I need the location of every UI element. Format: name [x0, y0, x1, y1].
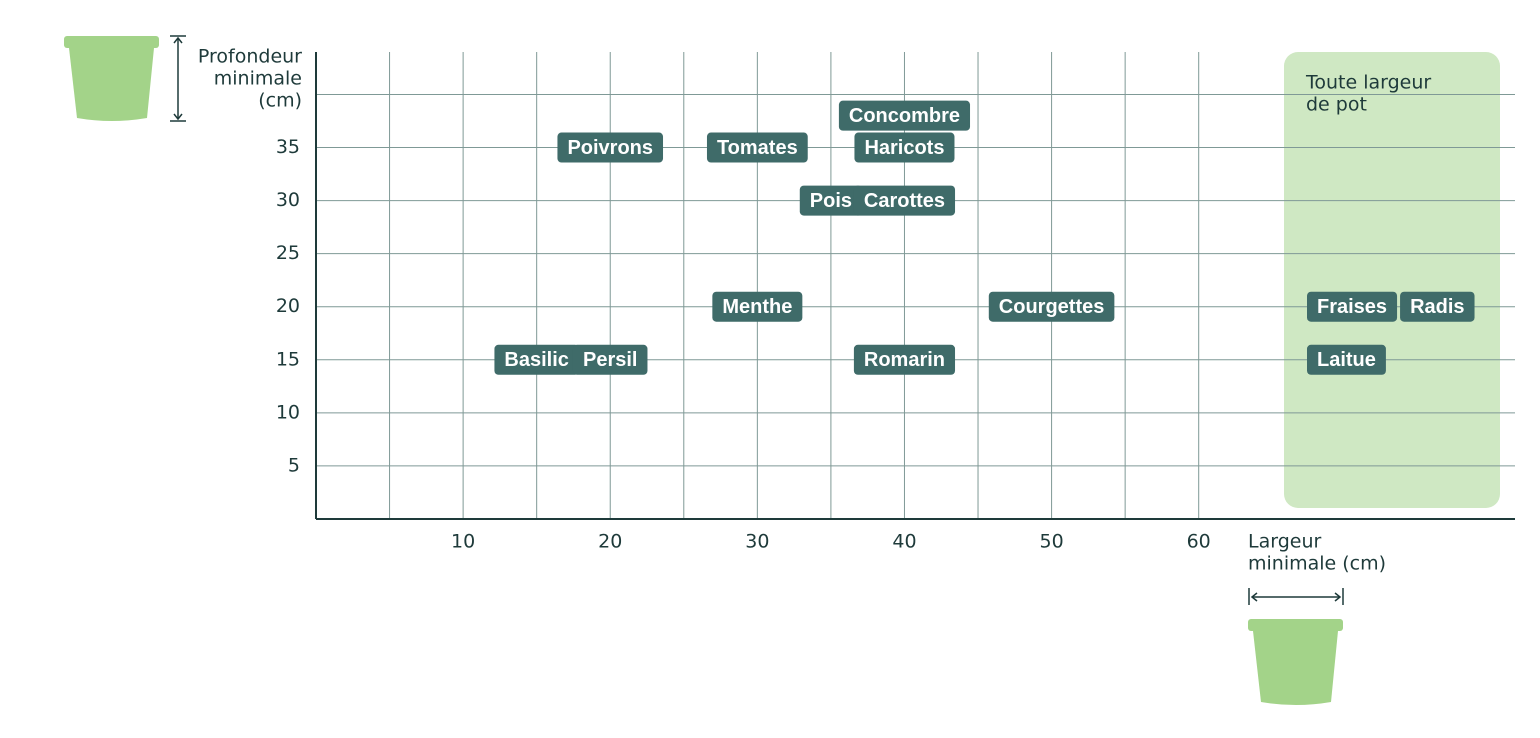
point-label: Persil	[572, 344, 648, 375]
point-label: Carottes	[853, 185, 956, 216]
point-text: Courgettes	[999, 296, 1105, 318]
pot-icon	[64, 36, 159, 121]
y-tick-label: 25	[276, 242, 300, 264]
point-box	[572, 344, 648, 375]
point-text: Carottes	[864, 190, 945, 212]
point-label: Fraises	[1307, 291, 1398, 322]
x-tick-label: 20	[598, 531, 622, 553]
y-tick-label: 30	[276, 189, 300, 211]
point-text: Fraises	[1317, 296, 1387, 318]
point-box	[854, 132, 955, 163]
point-label: Radis	[1400, 291, 1475, 322]
x-tick-label: 60	[1187, 531, 1211, 553]
x-axis-label: Largeur	[1248, 531, 1321, 553]
point-text: Poivrons	[567, 137, 653, 159]
y-axis-label: Profondeur	[198, 46, 302, 68]
point-label: Basilic	[494, 344, 579, 375]
point-box	[712, 291, 803, 322]
point-box	[706, 132, 808, 163]
x-tick-label: 10	[451, 531, 475, 553]
point-label: Laitue	[1307, 344, 1386, 375]
point-text: Radis	[1410, 296, 1464, 318]
region-label: de pot	[1306, 94, 1367, 116]
y-tick-label: 15	[276, 348, 300, 370]
point-text: Tomates	[717, 137, 798, 159]
point-label: Tomates	[706, 132, 808, 163]
point-label: Haricots	[854, 132, 955, 163]
y-axis-label: (cm)	[258, 90, 302, 112]
region-label: Toute largeur	[1305, 72, 1431, 94]
point-label: Poivrons	[557, 132, 664, 163]
any-width-region	[1284, 52, 1500, 508]
point-text: Laitue	[1317, 349, 1376, 371]
point-box	[853, 344, 956, 375]
depth-arrow	[170, 35, 186, 122]
point-text: Pois	[810, 190, 852, 212]
y-tick-label: 10	[276, 401, 300, 423]
point-box	[853, 185, 956, 216]
point-box	[838, 100, 971, 131]
point-text: Romarin	[864, 349, 945, 371]
point-text: Menthe	[722, 296, 792, 318]
point-box	[988, 291, 1115, 322]
point-label: Menthe	[712, 291, 803, 322]
x-tick-label: 30	[745, 531, 769, 553]
y-axis-label: minimale	[214, 68, 302, 90]
point-box	[1307, 344, 1386, 375]
point-box	[1307, 291, 1398, 322]
point-text: Persil	[583, 349, 637, 371]
y-tick-label: 5	[288, 454, 300, 476]
point-box	[494, 344, 579, 375]
point-text: Concombre	[849, 105, 960, 127]
point-box	[799, 185, 863, 216]
pot-icon	[1248, 619, 1343, 705]
y-tick-label: 20	[276, 295, 300, 317]
x-tick-label: 40	[892, 531, 916, 553]
point-label: Romarin	[853, 344, 956, 375]
x-tick-label: 50	[1039, 531, 1063, 553]
point-label: Concombre	[838, 100, 971, 131]
point-box	[557, 132, 664, 163]
y-tick-label: 35	[276, 136, 300, 158]
point-label: Pois	[799, 185, 863, 216]
point-box	[1400, 291, 1475, 322]
marks: Concombre Poivrons Tomates Haricots Pois Caro…	[494, 100, 1475, 375]
width-arrow	[1248, 588, 1344, 605]
point-text: Haricots	[864, 137, 944, 159]
x-axis-label: minimale (cm)	[1248, 553, 1386, 575]
point-text: Basilic	[504, 349, 568, 371]
point-label: Courgettes	[988, 291, 1115, 322]
